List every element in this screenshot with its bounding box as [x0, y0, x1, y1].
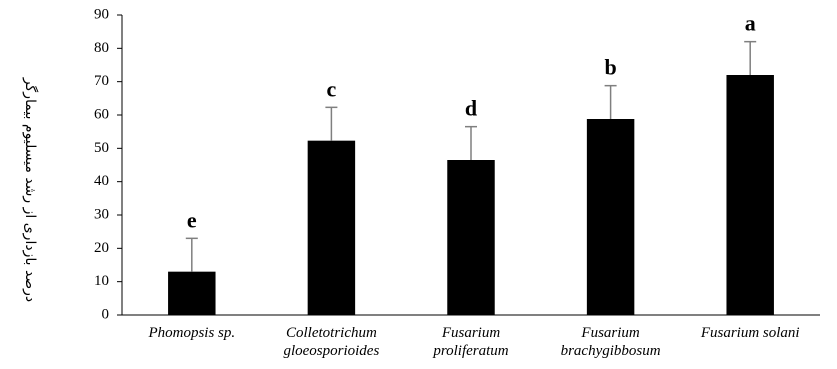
- bar: [307, 140, 356, 315]
- y-tick-label: 50: [94, 140, 109, 156]
- y-tick-label: 80: [94, 40, 109, 56]
- y-tick-label: 0: [102, 306, 110, 322]
- x-category-label: Phomopsis sp.: [147, 325, 235, 341]
- bars-group: e c d b a: [168, 11, 774, 315]
- x-category-label: Fusarium: [580, 325, 640, 341]
- y-tick-label: 30: [94, 206, 109, 222]
- bar: [586, 119, 635, 315]
- x-category-label: brachygibbosum: [561, 343, 661, 359]
- y-axis: 0 10 20 30 40 50 60 70 80 90: [94, 6, 123, 322]
- x-axis: Phomopsis sp. Colletotrichum gloeosporioid…: [122, 314, 820, 359]
- x-category-label: Fusarium solani: [700, 325, 800, 341]
- y-tick-label: 40: [94, 173, 109, 189]
- significance-letter: a: [745, 11, 756, 36]
- y-tick-label: 10: [94, 273, 109, 289]
- y-tick-label: 90: [94, 6, 109, 22]
- x-category-label: Colletotrichum: [286, 325, 377, 341]
- significance-letter: e: [187, 207, 197, 232]
- x-category-label: gloeosporioides: [283, 343, 379, 359]
- significance-letter: c: [327, 76, 337, 101]
- bar: [168, 271, 216, 315]
- x-category-label: proliferatum: [432, 343, 508, 359]
- significance-letter: b: [604, 55, 616, 80]
- bar: [726, 75, 774, 315]
- significance-letter: d: [465, 96, 477, 121]
- y-tick-label: 60: [94, 106, 109, 122]
- y-axis-title: درصد بازداری از رشد میسلیوم بیمارگر: [22, 77, 39, 302]
- bar: [447, 160, 495, 315]
- x-category-label: Fusarium: [441, 325, 501, 341]
- y-tick-label: 20: [94, 240, 109, 256]
- y-tick-label: 70: [94, 73, 109, 89]
